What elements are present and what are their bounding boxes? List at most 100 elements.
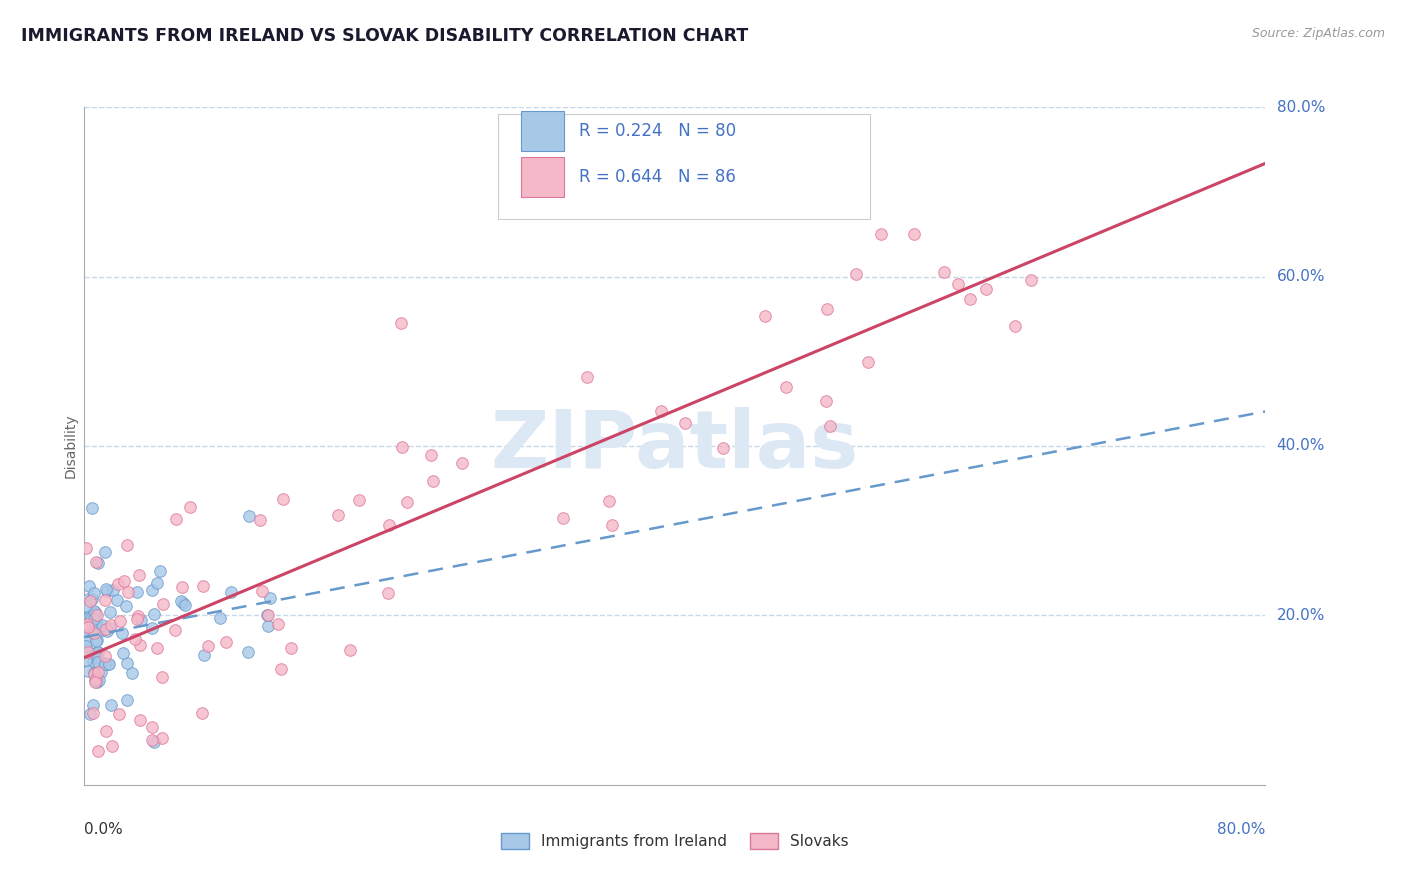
Point bbox=[111, 626, 134, 640]
Text: 0.0%: 0.0% bbox=[84, 822, 124, 838]
Point bbox=[115, 656, 138, 670]
Point bbox=[101, 739, 124, 753]
Point bbox=[75, 619, 97, 633]
Point bbox=[90, 665, 112, 680]
Point bbox=[84, 647, 107, 661]
Point bbox=[83, 586, 105, 600]
Point bbox=[395, 495, 418, 509]
Point bbox=[107, 577, 129, 591]
Point bbox=[903, 227, 925, 241]
Point bbox=[75, 653, 97, 667]
Point bbox=[83, 604, 105, 618]
Point bbox=[389, 316, 412, 330]
Point bbox=[129, 613, 152, 627]
Point bbox=[77, 579, 100, 593]
Point bbox=[128, 639, 150, 653]
Point bbox=[179, 500, 201, 514]
Point bbox=[328, 508, 350, 522]
Point bbox=[377, 586, 399, 600]
Point bbox=[267, 617, 290, 632]
Point bbox=[93, 545, 115, 559]
Point bbox=[150, 670, 173, 684]
Point bbox=[170, 593, 193, 607]
Point bbox=[87, 557, 110, 571]
Point bbox=[97, 621, 120, 635]
Text: R = 0.644   N = 86: R = 0.644 N = 86 bbox=[579, 168, 737, 186]
Point bbox=[219, 585, 242, 599]
Point bbox=[142, 735, 165, 749]
Point bbox=[152, 597, 174, 611]
Point bbox=[83, 605, 105, 619]
Point bbox=[141, 583, 163, 598]
Y-axis label: Disability: Disability bbox=[63, 414, 77, 478]
Point bbox=[149, 564, 172, 578]
Point bbox=[932, 265, 955, 279]
Point bbox=[420, 448, 443, 462]
Point bbox=[86, 632, 108, 647]
Point bbox=[77, 620, 100, 634]
Point bbox=[87, 744, 110, 758]
Point bbox=[79, 706, 101, 721]
Point bbox=[86, 555, 108, 569]
Point bbox=[959, 292, 981, 306]
Point bbox=[96, 582, 118, 597]
Point bbox=[238, 508, 260, 523]
Point bbox=[114, 574, 136, 588]
Point bbox=[1021, 273, 1043, 287]
Text: ZIPatlas: ZIPatlas bbox=[491, 407, 859, 485]
Point bbox=[86, 665, 108, 679]
Point bbox=[75, 634, 97, 648]
Point bbox=[79, 593, 101, 607]
Point bbox=[250, 583, 273, 598]
Point bbox=[280, 641, 302, 656]
Point bbox=[98, 605, 121, 619]
Text: R = 0.224   N = 80: R = 0.224 N = 80 bbox=[579, 122, 737, 140]
Point bbox=[127, 608, 149, 623]
Point bbox=[77, 591, 100, 606]
Point bbox=[75, 643, 97, 657]
Point bbox=[273, 491, 295, 506]
Point bbox=[145, 576, 167, 591]
Point bbox=[100, 698, 122, 712]
Point bbox=[112, 646, 135, 660]
Point bbox=[870, 227, 893, 241]
Point bbox=[115, 538, 138, 552]
Point bbox=[76, 624, 98, 639]
Point bbox=[193, 648, 215, 662]
Point bbox=[82, 655, 104, 669]
Point bbox=[77, 610, 100, 624]
Point bbox=[80, 501, 103, 516]
Point bbox=[270, 662, 292, 676]
Point bbox=[103, 582, 125, 597]
Point bbox=[115, 599, 138, 613]
Point bbox=[94, 657, 117, 672]
Point bbox=[82, 624, 104, 639]
Text: Source: ZipAtlas.com: Source: ZipAtlas.com bbox=[1251, 27, 1385, 40]
Point bbox=[124, 632, 146, 647]
Point bbox=[141, 621, 163, 635]
Text: 40.0%: 40.0% bbox=[1277, 439, 1324, 453]
Point bbox=[110, 614, 132, 628]
FancyBboxPatch shape bbox=[498, 114, 870, 219]
Legend: Immigrants from Ireland, Slovaks: Immigrants from Ireland, Slovaks bbox=[495, 827, 855, 855]
Point bbox=[602, 517, 624, 532]
Point bbox=[141, 732, 163, 747]
Point bbox=[94, 622, 117, 636]
Point bbox=[84, 615, 107, 629]
Point bbox=[422, 474, 444, 488]
Point bbox=[215, 634, 238, 648]
Point bbox=[170, 580, 193, 594]
Point bbox=[86, 674, 108, 689]
Point bbox=[141, 720, 163, 734]
Point bbox=[256, 608, 278, 623]
Point bbox=[84, 607, 107, 622]
Point bbox=[339, 643, 361, 657]
Point bbox=[75, 639, 97, 653]
Point bbox=[84, 673, 107, 687]
Point bbox=[197, 639, 219, 653]
Point bbox=[91, 618, 114, 632]
Text: 80.0%: 80.0% bbox=[1218, 822, 1265, 838]
Point bbox=[650, 404, 672, 418]
Point bbox=[150, 731, 173, 746]
Point bbox=[349, 492, 371, 507]
